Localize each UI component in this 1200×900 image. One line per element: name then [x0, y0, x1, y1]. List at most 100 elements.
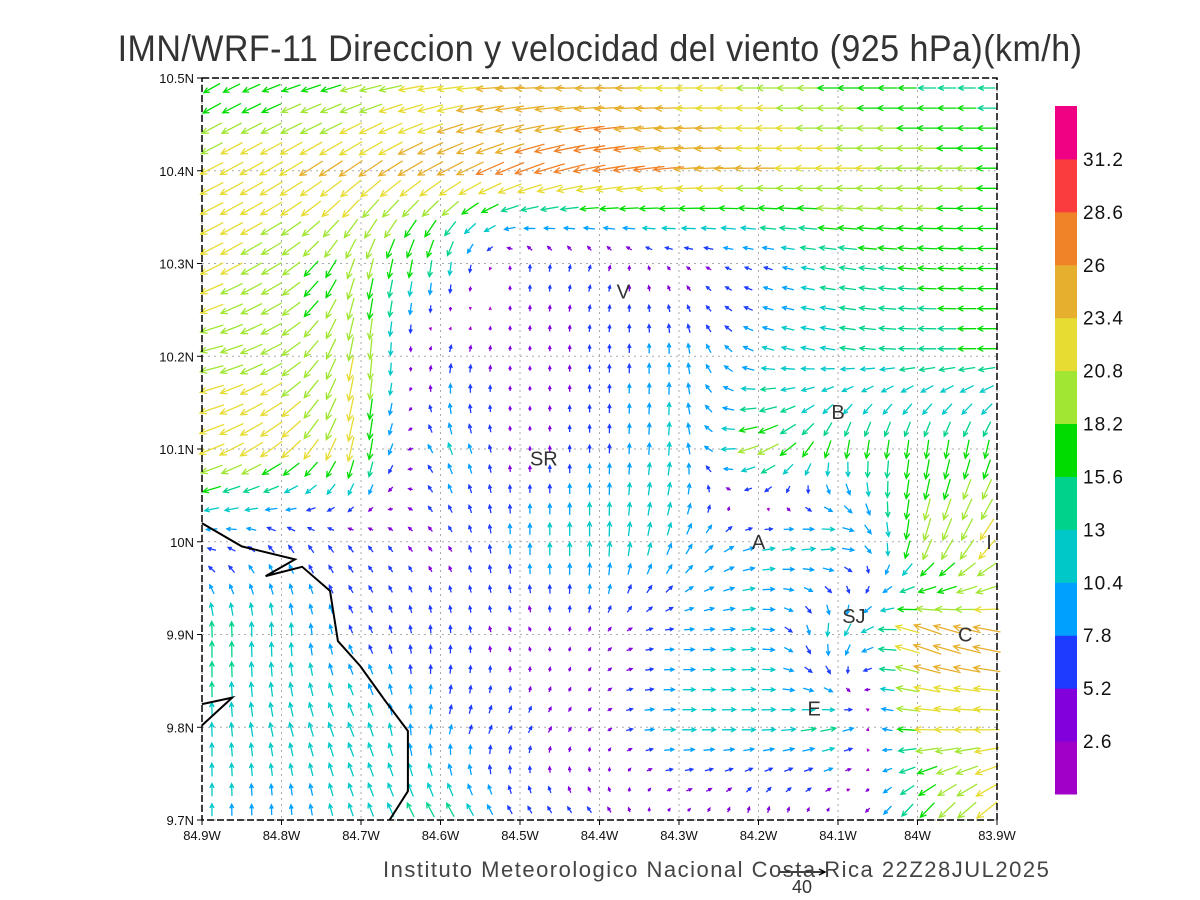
wind-vector	[327, 782, 334, 797]
wind-vector	[883, 439, 891, 460]
wind-vector	[528, 385, 532, 391]
wind-vector	[268, 601, 274, 616]
wind-vector	[527, 542, 533, 556]
wind-vector	[468, 664, 473, 674]
wind-vector	[896, 265, 917, 272]
wind-vector	[467, 423, 473, 434]
wind-vector	[239, 201, 263, 216]
wind-vector	[508, 385, 512, 391]
wind-vector	[896, 244, 918, 252]
wind-vector	[546, 245, 553, 251]
wind-vector	[746, 805, 751, 813]
wind-vector	[587, 403, 592, 413]
wind-vector	[547, 765, 552, 773]
wind-vector	[567, 626, 572, 632]
wind-vector	[627, 562, 633, 575]
colorbar-label: 2.6	[1083, 732, 1112, 753]
wind-vector	[856, 84, 878, 92]
wind-vector	[348, 663, 354, 675]
wind-vector	[198, 365, 224, 374]
wind-vector	[677, 205, 699, 212]
wind-vector	[762, 546, 777, 552]
wind-vector	[443, 220, 457, 237]
wind-vector	[862, 605, 873, 614]
wind-vector	[976, 104, 996, 112]
wind-vector	[645, 647, 655, 652]
wind-vector	[338, 159, 363, 177]
wind-vector	[932, 705, 961, 713]
wind-vector	[304, 461, 318, 478]
wind-vector	[862, 667, 873, 673]
wind-vector	[587, 686, 592, 692]
wind-vector	[672, 165, 704, 173]
wind-vector	[567, 706, 572, 713]
wind-vector	[468, 743, 473, 755]
wind-vector	[387, 781, 395, 797]
wind-vector	[917, 305, 937, 312]
wind-vector	[428, 404, 433, 413]
wind-vector	[723, 747, 736, 753]
wind-vector	[956, 305, 977, 312]
wind-vector	[877, 305, 897, 312]
wind-vector	[239, 383, 263, 395]
wind-vector	[956, 265, 977, 272]
wind-vector	[441, 200, 459, 217]
x-tick-label: 84.1W	[819, 828, 857, 843]
wind-vector	[288, 762, 294, 776]
wind-vector	[800, 325, 816, 331]
wind-vector	[347, 702, 355, 717]
wind-vector	[626, 687, 634, 692]
wind-vector	[488, 325, 492, 331]
wind-vector	[283, 485, 299, 494]
wind-vector	[916, 104, 937, 112]
wind-vector	[347, 506, 355, 513]
wind-vector	[268, 641, 275, 657]
wind-vector	[547, 785, 552, 794]
wind-vector	[407, 742, 413, 756]
colorbar-label: 10.4	[1083, 573, 1124, 594]
wind-vector	[228, 601, 235, 616]
wind-vector	[347, 802, 354, 817]
wind-vector	[408, 324, 413, 335]
wind-vector	[653, 145, 684, 153]
wind-vector	[303, 379, 319, 399]
wind-vector	[683, 647, 696, 652]
wind-vector	[762, 627, 776, 633]
wind-vector	[528, 365, 532, 371]
wind-vector	[683, 667, 697, 673]
wind-vector	[346, 376, 355, 403]
wind-vector	[207, 565, 216, 573]
wind-vector	[428, 327, 432, 332]
wind-vector	[645, 606, 654, 613]
wind-vector	[241, 83, 261, 93]
y-tick-label: 9.7N	[167, 813, 194, 828]
wind-vector	[281, 281, 301, 296]
wind-vector	[686, 422, 692, 435]
wind-vector	[587, 323, 592, 332]
wind-vector	[741, 686, 757, 693]
wind-vector	[863, 421, 872, 438]
wind-vector	[567, 344, 572, 352]
wind-vector	[898, 766, 916, 774]
wind-vector	[806, 806, 810, 813]
wind-vector	[201, 102, 222, 114]
wind-vector	[845, 767, 853, 772]
wind-vector	[587, 786, 592, 793]
wind-vector	[228, 564, 236, 574]
wind-vector	[475, 142, 505, 155]
wind-vector	[326, 527, 335, 531]
wind-vector	[644, 687, 655, 692]
wind-vector	[301, 220, 321, 237]
wind-vector	[346, 396, 355, 423]
wind-vector	[956, 124, 977, 132]
wind-vector	[705, 524, 713, 534]
wind-vector	[684, 585, 695, 593]
wind-vector	[573, 105, 605, 113]
wind-vector	[784, 626, 794, 633]
wind-vector	[607, 462, 612, 475]
wind-vector	[486, 246, 494, 252]
wind-vector	[239, 181, 264, 196]
wind-vector	[819, 285, 836, 291]
wind-vector	[761, 345, 775, 351]
colorbar-swatch	[1055, 582, 1077, 636]
